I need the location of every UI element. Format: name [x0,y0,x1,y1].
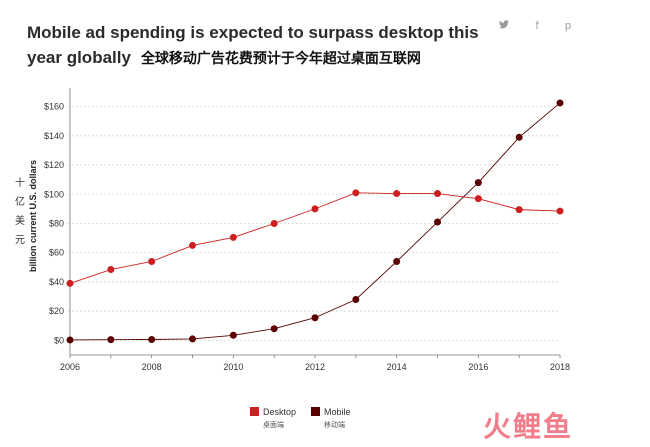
data-point-mobile [66,336,74,344]
data-point-desktop [311,205,319,213]
y-tick-label: $100 [44,189,64,199]
facebook-icon[interactable]: f [535,20,539,32]
data-point-desktop [556,207,564,215]
data-point-desktop [189,241,196,249]
title-en: Mobile ad spending is expected to surpas… [27,23,479,67]
legend-swatch-desktop [250,407,259,416]
legend-swatch-mobile [311,407,320,416]
y-tick-label: $160 [44,102,64,112]
x-tick-label: 2016 [468,362,488,372]
y-tick-label: $120 [44,160,64,170]
data-point-mobile [189,335,196,343]
data-point-desktop [352,189,360,197]
data-point-desktop [148,257,156,265]
legend-label-desktop: Desktop [263,407,297,417]
data-point-mobile [352,295,360,303]
data-point-desktop [434,190,441,198]
pinterest-icon[interactable]: p [564,20,572,32]
data-point-mobile [311,314,319,322]
data-point-mobile [148,336,156,344]
x-tick-label: 2014 [387,362,407,372]
data-point-desktop [107,266,115,274]
data-point-mobile [515,133,523,141]
data-point-desktop [515,206,523,214]
y-tick-label: $80 [49,219,64,229]
data-point-desktop [270,220,278,227]
x-tick-label: 2018 [550,362,570,372]
legend-item-mobile[interactable]: Mobile 移动端 [311,407,351,430]
watermark-logo: 火鲤鱼 [483,411,574,442]
y-axis-label-cn: 十亿美元 [15,178,25,246]
x-tick-label: 2010 [223,362,243,372]
twitter-icon[interactable] [497,20,511,32]
data-point-desktop [229,233,237,241]
data-point-mobile [270,325,278,333]
x-tick-label: 2006 [60,362,80,372]
data-point-mobile [434,218,441,226]
legend-label-mobile: Mobile [324,407,351,417]
data-point-mobile [393,257,401,265]
legend-label-mobile-cn: 移动端 [324,422,345,429]
legend-item-desktop[interactable]: Desktop 桌面端 [250,407,296,430]
legend-label-desktop-cn: 桌面端 [263,422,284,429]
chart-title: Mobile ad spending is expected to surpas… [27,20,497,71]
x-tick-label: 2008 [142,362,162,372]
y-tick-label: $20 [49,306,64,316]
y-tick-label: $40 [49,277,64,287]
series-line-mobile [69,102,561,341]
title-cn: 全球移动广告花费预计于今年超过桌面互联网 [140,50,421,66]
y-tick-label: $0 [54,335,64,345]
x-tick-label: 2012 [305,362,325,372]
data-point-mobile [556,99,564,107]
data-point-desktop [66,279,74,287]
data-point-mobile [229,331,237,339]
data-point-desktop [393,190,401,198]
data-point-desktop [474,195,482,203]
y-tick-label: $60 [49,248,64,258]
data-point-mobile [107,336,115,344]
y-tick-label: $140 [44,131,64,141]
data-point-mobile [474,179,482,187]
